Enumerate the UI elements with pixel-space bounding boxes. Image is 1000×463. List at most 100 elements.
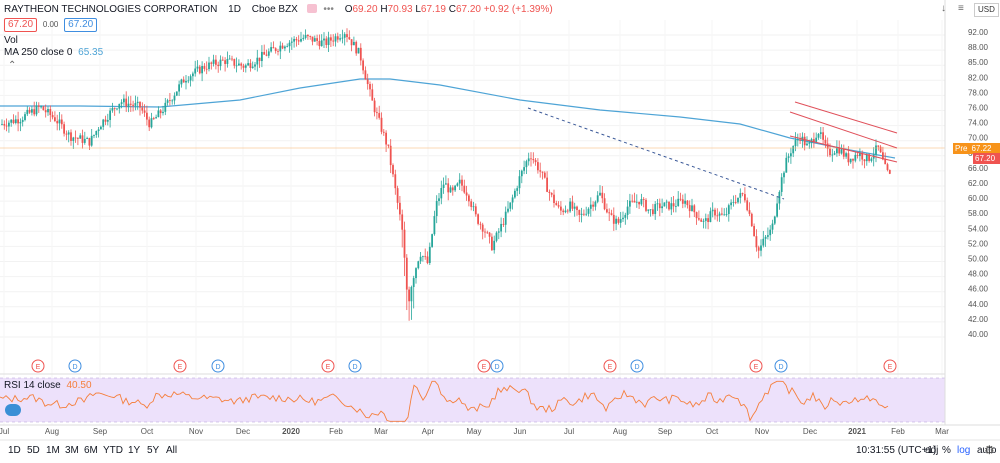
candle-body	[152, 118, 155, 119]
time-tick-label: 2021	[848, 427, 866, 436]
candle-body	[113, 108, 116, 109]
collapse-legend-icon[interactable]: ⌃	[8, 60, 17, 71]
download-icon[interactable]: ↓	[941, 3, 946, 14]
candle-body	[836, 147, 838, 154]
settings-gear-icon[interactable]: ⚙	[984, 443, 995, 457]
ma-legend[interactable]: MA 250 close 0 65.35	[4, 47, 103, 59]
cloud-icon[interactable]	[5, 404, 21, 416]
candle-body	[373, 100, 376, 113]
candle-body	[580, 213, 583, 215]
candle-body	[286, 46, 289, 47]
range-button-1d[interactable]: 1D	[8, 445, 21, 456]
option-adj[interactable]: adj	[925, 445, 939, 456]
candle-body	[566, 210, 569, 212]
menu-icon[interactable]: ≡	[958, 3, 964, 14]
range-button-1y[interactable]: 1Y	[128, 445, 141, 456]
candle-body	[854, 154, 857, 161]
candle-body	[546, 177, 548, 192]
range-button-all[interactable]: All	[166, 445, 178, 456]
trendline-dashed	[527, 107, 785, 200]
candle-body	[192, 73, 194, 77]
candle-body	[693, 205, 696, 213]
rsi-label: RSI 14 close	[4, 380, 61, 391]
option-log[interactable]: log	[957, 445, 971, 456]
range-button-1m[interactable]: 1M	[46, 445, 60, 456]
candle-body	[808, 142, 811, 144]
sell-price[interactable]: 67.20	[4, 18, 38, 32]
candle-body	[626, 206, 629, 215]
event-letter: D	[778, 364, 783, 371]
dividend-event-icon	[211, 359, 225, 373]
range-button-6m[interactable]: 6M	[84, 445, 98, 456]
currency-label[interactable]: USD	[974, 3, 999, 17]
candle-body	[543, 172, 546, 178]
candle-body	[661, 206, 663, 209]
price-tick-label: 82.00	[968, 73, 989, 82]
candle-body	[734, 202, 737, 203]
candle-body	[681, 199, 684, 204]
flag-icon[interactable]	[306, 4, 317, 13]
buy-price[interactable]: 67.20	[64, 18, 98, 32]
dividend-event-icon	[490, 359, 504, 373]
candle-body	[652, 209, 654, 215]
candle-body	[773, 216, 776, 224]
option-percent[interactable]: %	[942, 445, 951, 456]
time-tick-label: Jul	[0, 427, 9, 436]
candle-body	[258, 57, 261, 62]
candle-body	[721, 213, 723, 215]
candle-body	[748, 210, 751, 214]
earnings-event-icon	[321, 359, 335, 373]
earnings-event-icon	[477, 359, 491, 373]
candle-body	[24, 114, 26, 120]
candle-body	[449, 187, 452, 193]
option-auto[interactable]: auto	[977, 445, 997, 456]
candle-body	[35, 105, 38, 115]
candle-body	[210, 62, 213, 64]
candle-body	[244, 65, 247, 68]
range-button-5y[interactable]: 5Y	[147, 445, 160, 456]
candle-body	[392, 165, 394, 175]
candle-body	[576, 206, 578, 210]
candle-body	[187, 80, 190, 82]
candle-body	[327, 37, 330, 45]
candle-body	[849, 158, 852, 163]
rsi-legend[interactable]: RSI 14 close 40.50	[4, 380, 92, 392]
candle-body	[569, 201, 571, 212]
rsi-value: 40.50	[66, 380, 92, 391]
candle-body	[217, 64, 220, 67]
candle-body	[806, 143, 808, 146]
rsi-band	[0, 378, 945, 422]
ma-value: 65.35	[78, 47, 104, 58]
candle-body	[727, 205, 730, 215]
candle-body	[571, 201, 574, 209]
symbol-name[interactable]: RAYTHEON TECHNOLOGIES CORPORATION	[4, 4, 218, 15]
range-button-3m[interactable]: 3M	[65, 445, 79, 456]
candle-body	[757, 247, 760, 251]
pre-market-tag: Pre 67.22	[953, 143, 1000, 154]
candle-body	[19, 121, 22, 124]
candle-body	[203, 66, 206, 69]
more-icon[interactable]: •••	[323, 4, 334, 15]
event-letter: E	[482, 364, 487, 371]
candle-body	[732, 202, 735, 203]
candle-body	[353, 41, 355, 46]
interval-label[interactable]: 1D	[228, 4, 241, 15]
price-tick-label: 60.00	[968, 194, 989, 203]
candle-body	[385, 132, 387, 145]
candle-body	[348, 37, 351, 40]
candle-body	[320, 40, 323, 47]
candle-body	[54, 117, 56, 122]
candle-body	[109, 110, 111, 120]
range-button-5d[interactable]: 5D	[27, 445, 40, 456]
candle-body	[520, 170, 523, 177]
candle-body	[447, 183, 450, 193]
clock-readout[interactable]: 10:31:55 (UTC+1)	[856, 445, 937, 456]
candle-body	[169, 100, 171, 102]
price-tick-label: 74.00	[968, 119, 989, 128]
candle-body	[767, 235, 769, 237]
range-button-ytd[interactable]: YTD	[103, 445, 123, 456]
candle-body	[150, 118, 153, 128]
volume-legend[interactable]: Vol	[4, 35, 18, 46]
candle-body	[741, 193, 744, 195]
